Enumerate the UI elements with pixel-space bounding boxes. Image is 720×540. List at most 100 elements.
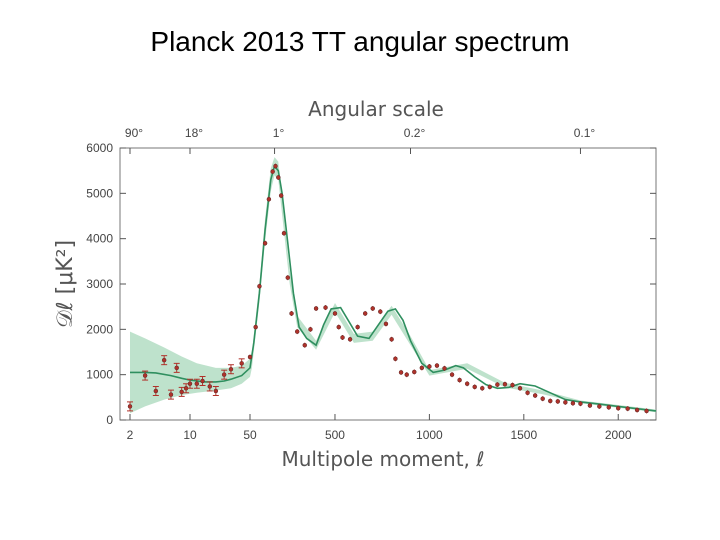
data-point [179, 389, 184, 395]
data-point [355, 324, 360, 330]
data-point [625, 406, 630, 411]
y-tick-label: 2000 [86, 322, 113, 336]
y-tick-label: 6000 [86, 141, 113, 155]
top-tick-label: 1° [273, 126, 285, 140]
data-point [383, 321, 389, 327]
data-point [336, 324, 342, 330]
top-tick-label: 0.2° [404, 126, 426, 140]
x-tick-label: 50 [243, 428, 257, 442]
data-point [153, 388, 159, 394]
top-tick-label: 18° [185, 126, 203, 140]
y-tick-label: 1000 [86, 368, 113, 382]
data-point [257, 284, 262, 289]
data-point [634, 407, 640, 413]
data-point [404, 372, 409, 377]
data-point [427, 364, 432, 369]
data-point [487, 384, 493, 390]
data-point [347, 337, 353, 342]
x-tick-label: 500 [325, 428, 345, 442]
data-point [194, 381, 200, 386]
x-tick-label: 2000 [605, 428, 632, 442]
data-point [362, 311, 368, 316]
data-points-layer [127, 163, 649, 414]
slide-title: Planck 2013 TT angular spectrum [150, 26, 570, 57]
x-tick-label: 2 [127, 428, 134, 442]
data-point [289, 311, 294, 316]
data-point [480, 386, 485, 391]
data-point [270, 169, 275, 174]
data-point [161, 357, 167, 363]
x-axis-label: Multipole moment, ℓ [281, 447, 484, 471]
data-point [495, 382, 500, 387]
x-tick-label: 1500 [510, 428, 537, 442]
data-point [273, 163, 278, 169]
data-point [563, 400, 568, 405]
data-point [276, 175, 281, 180]
data-point [570, 400, 576, 406]
data-point [340, 335, 345, 340]
y-tick-label: 0 [106, 413, 113, 427]
data-point [510, 382, 515, 388]
data-point [532, 393, 538, 398]
data-point [308, 327, 313, 332]
data-point [398, 370, 404, 375]
data-point [221, 372, 227, 377]
y-tick-label: 4000 [86, 232, 113, 246]
data-point [389, 337, 394, 342]
data-point [213, 388, 219, 394]
y-axis-label: 𝒟ℓ [μK²] [53, 240, 78, 328]
data-point [200, 378, 205, 384]
data-point [285, 275, 291, 280]
data-point [323, 305, 328, 310]
data-point [525, 390, 530, 396]
data-point [597, 404, 602, 409]
data-point [228, 366, 234, 372]
top-tick-label: 0.1° [574, 126, 596, 140]
data-point [502, 381, 508, 387]
data-point [253, 324, 258, 330]
data-point [174, 365, 179, 371]
data-point [278, 193, 284, 198]
data-point [540, 396, 545, 401]
data-point [239, 361, 244, 366]
data-point [555, 399, 561, 404]
data-point [302, 342, 308, 348]
data-point [464, 381, 470, 386]
data-point [419, 365, 425, 371]
data-point [187, 381, 193, 386]
data-point [127, 404, 133, 409]
data-point [457, 377, 462, 383]
data-point [644, 408, 649, 414]
data-point [332, 311, 338, 316]
data-point [615, 405, 621, 411]
x-tick-label: 10 [183, 428, 197, 442]
data-point [517, 386, 523, 391]
data-point [472, 384, 477, 390]
data-point [378, 309, 383, 314]
data-point [370, 306, 375, 311]
data-point [442, 366, 447, 371]
data-point [266, 196, 272, 202]
y-tick-label: 3000 [86, 277, 113, 291]
data-point [281, 230, 287, 236]
data-point [449, 372, 455, 377]
data-point [393, 356, 398, 362]
data-point [313, 306, 319, 311]
data-point [207, 384, 213, 389]
data-point [412, 369, 417, 375]
data-point [262, 240, 268, 246]
x-tick-label: 1000 [416, 428, 443, 442]
data-point [294, 329, 300, 334]
data-point [434, 363, 440, 368]
data-point [578, 401, 583, 406]
data-point [142, 373, 148, 378]
y-tick-label: 5000 [86, 186, 113, 200]
data-point [606, 405, 612, 410]
top-axis-label: Angular scale [308, 97, 444, 121]
data-point [587, 403, 593, 408]
axes-layer: 2 10 50 500 1000 1500 2000 0 1000 2000 3000 4000 500… [86, 126, 656, 442]
data-point [247, 354, 253, 360]
data-point [168, 392, 174, 397]
data-point [548, 398, 553, 404]
